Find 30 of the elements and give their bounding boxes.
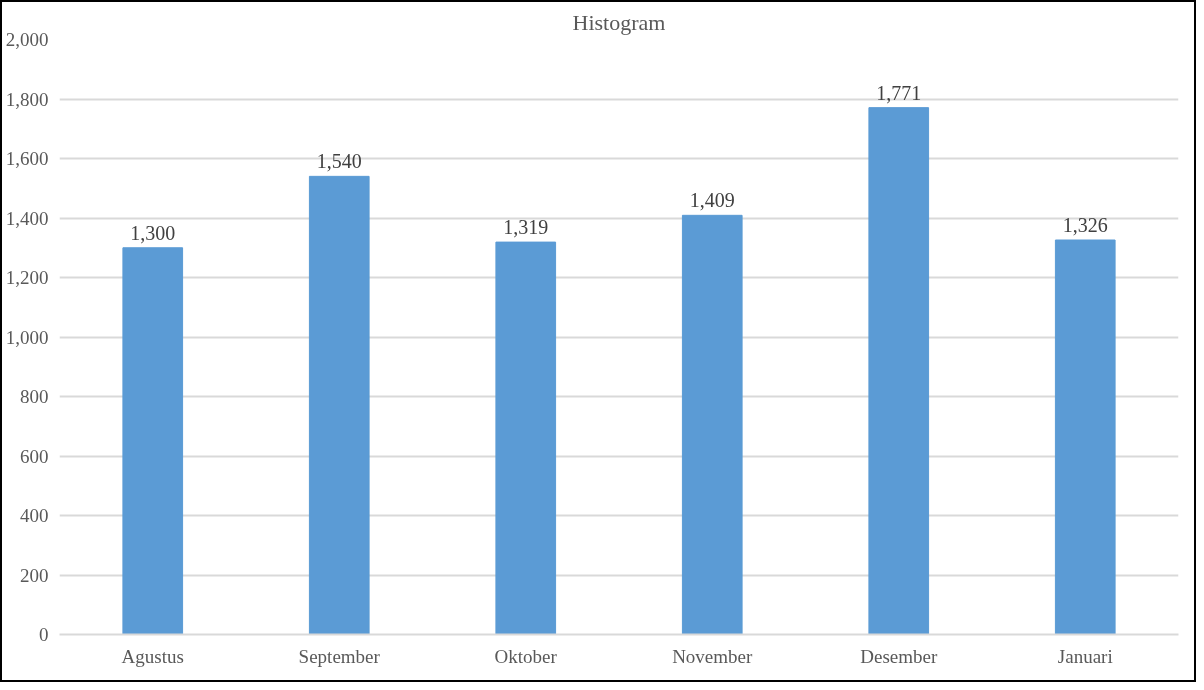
y-tick-label: 400 bbox=[20, 505, 49, 526]
data-label: 1,319 bbox=[503, 216, 549, 239]
bar bbox=[495, 241, 557, 635]
bar bbox=[122, 247, 184, 635]
y-tick-label: 1,600 bbox=[5, 148, 49, 169]
data-label: 1,771 bbox=[876, 81, 922, 104]
bar bbox=[868, 107, 930, 635]
y-tick-label: 0 bbox=[39, 624, 49, 645]
x-tick-label: Agustus bbox=[121, 645, 184, 667]
y-tick-label: 1,000 bbox=[5, 326, 49, 348]
x-tick-label: Januari bbox=[1057, 645, 1113, 667]
bar bbox=[308, 175, 370, 635]
chart-title: Histogram bbox=[572, 9, 666, 35]
y-tick-label: 1,200 bbox=[5, 267, 49, 288]
x-tick-label: November bbox=[672, 645, 754, 667]
y-tick-label: 2,000 bbox=[5, 29, 49, 50]
bar bbox=[1054, 239, 1116, 635]
data-label: 1,540 bbox=[316, 150, 362, 173]
data-label: 1,409 bbox=[689, 189, 735, 212]
y-tick-label: 1,800 bbox=[5, 88, 49, 110]
x-tick-label: Desember bbox=[860, 645, 938, 667]
y-tick-label: 800 bbox=[20, 386, 49, 407]
y-tick-label: 1,400 bbox=[5, 207, 49, 229]
x-tick-label: Oktober bbox=[494, 645, 558, 667]
x-tick-label: September bbox=[298, 645, 381, 667]
data-label: 1,300 bbox=[130, 221, 176, 244]
bar bbox=[681, 214, 743, 635]
data-label: 1,326 bbox=[1062, 214, 1108, 237]
y-tick-label: 200 bbox=[20, 564, 49, 586]
y-tick-label: 600 bbox=[20, 445, 49, 467]
